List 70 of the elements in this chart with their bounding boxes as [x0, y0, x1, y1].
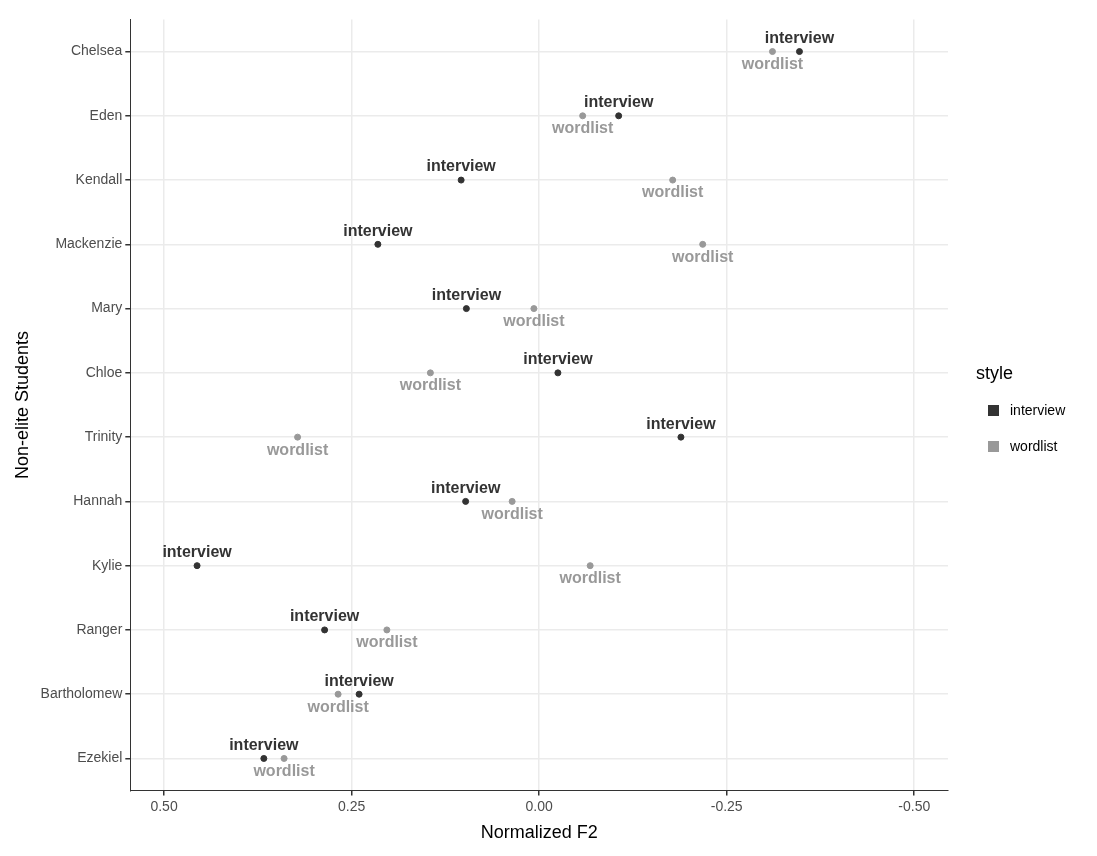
y-tick-label: Mary [91, 299, 123, 316]
point [579, 112, 587, 120]
y-tick-label: Chloe [85, 363, 123, 380]
point [383, 626, 391, 634]
text: interview [229, 735, 299, 753]
y-tick-label: Mackenzie [55, 235, 123, 252]
text: interview [646, 414, 716, 432]
text: interview [583, 93, 654, 111]
point [280, 754, 288, 762]
y-tick-label: Bartholomew [40, 685, 124, 702]
text: wordlist [503, 312, 565, 330]
x-tick-label: 0.50 [150, 797, 178, 814]
text: interview [430, 478, 501, 496]
x-tick-label: 0.25 [337, 797, 366, 814]
point [677, 433, 685, 441]
point [554, 369, 562, 377]
text: interview [162, 543, 232, 561]
legend-label: interview [1010, 402, 1066, 418]
x-tick-label: -0.25 [710, 797, 743, 814]
text: wordlist [356, 633, 418, 651]
point [768, 48, 776, 56]
x-tick-label: -0.50 [898, 797, 931, 814]
text: wordlist [741, 54, 804, 72]
text: interview [764, 28, 835, 46]
text: wordlist [481, 504, 543, 522]
y-tick-label: Kylie [91, 556, 123, 573]
legend-title: style [976, 363, 1014, 384]
y-tick-label: Ezekiel [77, 749, 123, 766]
point [355, 690, 363, 698]
x-tick-label: 0.00 [525, 797, 553, 814]
y-tick-label: Chelsea [70, 42, 123, 59]
point [462, 305, 470, 313]
point [615, 112, 623, 120]
text: interview [523, 350, 593, 368]
point [260, 754, 268, 762]
text: wordlist [642, 183, 704, 201]
y-tick-label: Trinity [84, 427, 123, 444]
text: wordlist [307, 697, 369, 715]
x-axis-title: Normalized F2 [480, 822, 598, 843]
text: wordlist [551, 119, 614, 137]
text: interview [289, 607, 360, 625]
text: wordlist [266, 440, 329, 458]
text: interview [426, 157, 496, 175]
text: interview [324, 671, 394, 689]
y-tick-label: Eden [89, 106, 123, 123]
y-tick-label: Kendall [75, 170, 123, 187]
text: wordlist [559, 569, 621, 587]
y-tick-label: Hannah [73, 492, 123, 509]
text: interview [343, 221, 413, 239]
point [530, 305, 538, 313]
point [193, 562, 201, 570]
point [699, 240, 707, 248]
point [334, 690, 342, 698]
point [586, 562, 594, 570]
point [669, 176, 677, 184]
text: wordlist [672, 247, 734, 265]
point [426, 369, 434, 377]
point [462, 497, 470, 505]
point [457, 176, 465, 184]
point [321, 626, 329, 634]
point [294, 433, 302, 441]
text: interview [431, 286, 502, 304]
text: wordlist [253, 761, 315, 779]
text: wordlist [399, 376, 462, 394]
y-tick-label: Ranger [76, 620, 123, 637]
point [795, 48, 803, 56]
point [508, 497, 516, 505]
point [374, 240, 382, 248]
y-axis-title: Non-elite Students [11, 330, 32, 480]
legend-label: wordlist [1010, 438, 1058, 454]
